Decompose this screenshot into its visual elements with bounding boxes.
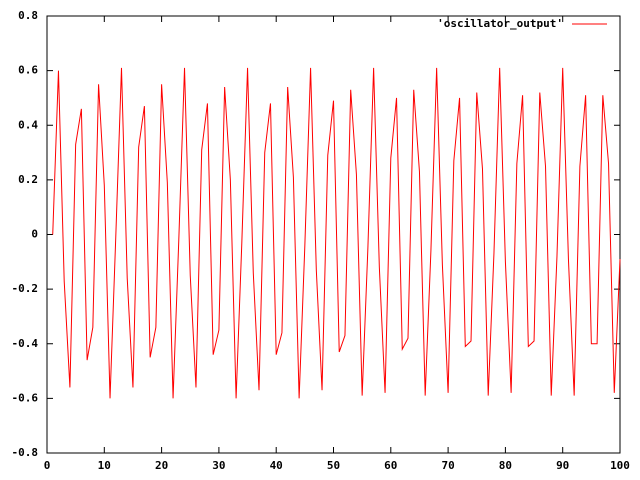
x-tick-label: 100 — [610, 459, 630, 472]
x-tick-label: 90 — [556, 459, 569, 472]
x-tick-label: 20 — [155, 459, 168, 472]
x-tick-label: 70 — [441, 459, 454, 472]
data-line — [52, 67, 621, 399]
x-tick-label: 10 — [98, 459, 111, 472]
y-tick-label: -0.6 — [12, 391, 39, 404]
y-tick-label: 0.8 — [18, 9, 38, 22]
legend-label: 'oscillator_output' — [437, 17, 563, 30]
x-tick-label: 80 — [499, 459, 512, 472]
y-tick-label: 0.4 — [18, 118, 38, 131]
y-tick-label: -0.8 — [12, 446, 39, 459]
x-tick-label: 0 — [44, 459, 51, 472]
y-tick-label: 0.6 — [18, 64, 38, 77]
x-tick-label: 30 — [212, 459, 225, 472]
x-tick-label: 50 — [327, 459, 340, 472]
y-tick-label: 0.2 — [18, 173, 38, 186]
y-tick-label: -0.4 — [12, 337, 39, 350]
x-tick-label: 40 — [270, 459, 283, 472]
y-tick-label: -0.2 — [12, 282, 39, 295]
y-tick-label: 0 — [31, 228, 38, 241]
x-tick-label: 60 — [384, 459, 397, 472]
